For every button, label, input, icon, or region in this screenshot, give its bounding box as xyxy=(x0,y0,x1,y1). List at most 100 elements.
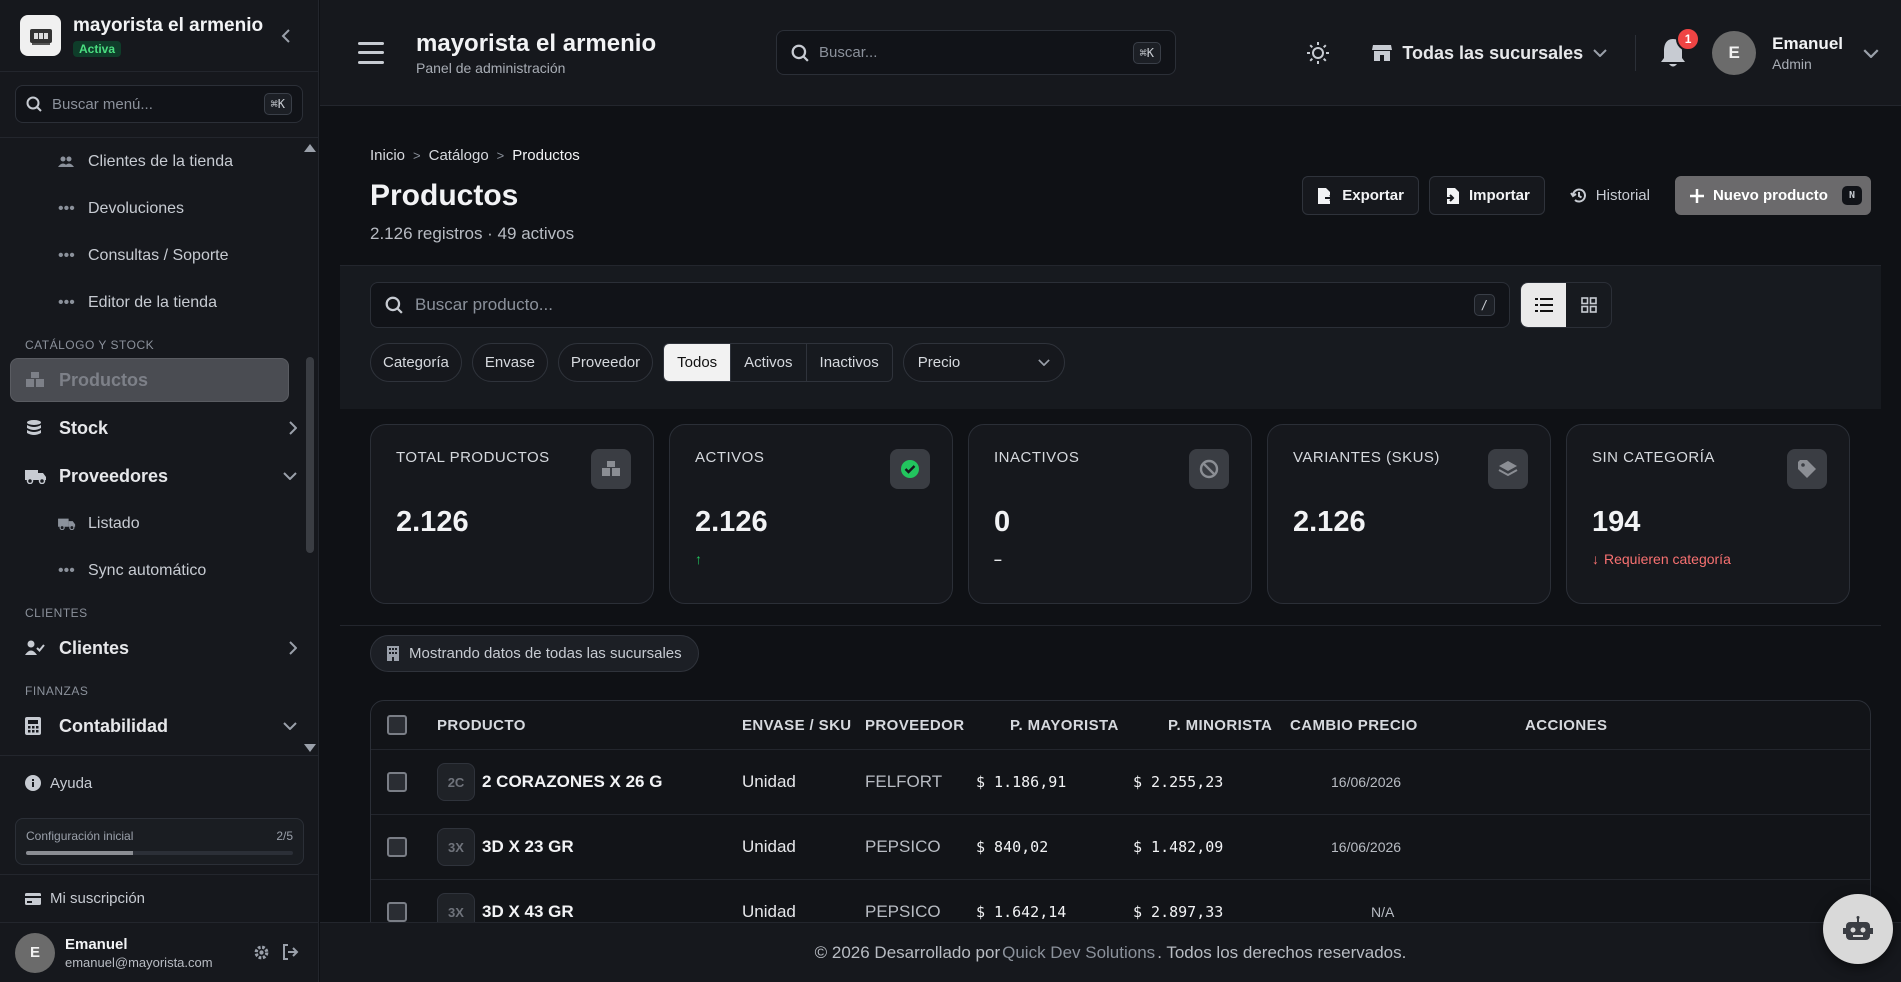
product-supplier: PEPSICO xyxy=(865,902,941,921)
subscription-link[interactable]: Mi suscripción xyxy=(0,874,319,922)
price-select[interactable]: Precio xyxy=(902,343,1065,382)
price-select-label: Precio xyxy=(917,354,961,371)
list-view-icon[interactable] xyxy=(1521,283,1566,327)
filter-chips: Categoría Envase Proveedor Todos Activos… xyxy=(370,343,1065,382)
scroll-up-icon[interactable] xyxy=(304,144,316,152)
supplier-filter[interactable]: Proveedor xyxy=(557,343,654,382)
history-button[interactable]: Historial xyxy=(1555,176,1665,215)
export-button[interactable]: Exportar xyxy=(1302,176,1419,215)
footer-suffix: . Todos los derechos reservados. xyxy=(1157,942,1407,962)
product-name[interactable]: 3D X 43 GR xyxy=(482,902,574,921)
layers-icon xyxy=(1488,449,1528,489)
truck-icon xyxy=(25,468,47,484)
sidebar-item-contabilidad[interactable]: Contabilidad xyxy=(0,702,319,750)
status-active[interactable]: Activos xyxy=(731,344,807,381)
sidebar-item-editor-tienda[interactable]: ••• Editor de la tienda xyxy=(0,279,319,326)
logout-icon[interactable] xyxy=(282,944,299,961)
product-supplier: FELFORT xyxy=(865,772,943,791)
view-toggle xyxy=(1520,282,1612,328)
price-change-date: N/A xyxy=(1371,904,1395,920)
table-row[interactable]: 2C 2 CORAZONES X 26 G Unidad FELFORT $ 1… xyxy=(371,750,1870,815)
stat-label: SIN CATEGORÍA xyxy=(1592,449,1715,466)
product-package: Unidad xyxy=(742,772,796,791)
sidebar-item-devoluciones[interactable]: ••• Devoluciones xyxy=(0,185,319,232)
footer-link[interactable]: Quick Dev Solutions xyxy=(1002,942,1156,962)
sidebar-item-proveedores[interactable]: Proveedores xyxy=(0,452,319,500)
status-inactive[interactable]: Inactivos xyxy=(819,354,879,371)
breadcrumb-catalog[interactable]: Catálogo xyxy=(428,147,489,164)
wholesale-price: $ 1.642,14 xyxy=(976,903,1067,921)
breadcrumb-home[interactable]: Inicio xyxy=(370,147,406,164)
user-menu[interactable]: E Emanuel Admin xyxy=(1712,31,1879,75)
branch-notice-text: Mostrando datos de todas las sucursales xyxy=(409,645,682,662)
col-supplier[interactable]: PROVEEDOR xyxy=(865,716,965,734)
stat-card-inactive: INACTIVOS 0 – xyxy=(968,424,1252,604)
boxes-icon xyxy=(591,449,631,489)
col-retail[interactable]: P. MINORISTA xyxy=(1168,716,1273,734)
row-checkbox[interactable] xyxy=(387,902,407,922)
database-icon xyxy=(25,419,47,437)
row-checkbox[interactable] xyxy=(387,772,407,792)
gear-icon[interactable] xyxy=(253,944,270,961)
retail-price: $ 2.897,33 xyxy=(1133,903,1224,921)
sidebar-item-label: Sync automático xyxy=(88,561,207,579)
product-name[interactable]: 2 CORAZONES X 26 G xyxy=(482,772,663,791)
table-row[interactable]: 3X 3D X 43 GR Unidad PEPSICO $ 1.642,14 … xyxy=(371,880,1870,939)
package-filter[interactable]: Envase xyxy=(471,343,548,382)
robot-icon[interactable] xyxy=(1823,894,1893,964)
help-link[interactable]: Ayuda xyxy=(0,755,319,810)
app-subtitle: Panel de administración xyxy=(416,59,566,76)
new-product-button[interactable]: Nuevo producto N xyxy=(1674,176,1871,215)
wholesale-price: $ 840,02 xyxy=(976,838,1049,856)
import-button[interactable]: Importar xyxy=(1428,176,1545,215)
boxes-icon xyxy=(25,372,47,388)
sidebar-item-label: Devoluciones xyxy=(88,199,185,217)
row-checkbox[interactable] xyxy=(387,837,407,857)
breadcrumb-current: Productos xyxy=(512,147,580,164)
category-filter[interactable]: Categoría xyxy=(370,343,462,382)
col-product[interactable]: PRODUCTO xyxy=(437,716,526,734)
menu-search-shortcut: ⌘K xyxy=(263,93,292,115)
branch-selector[interactable]: Todas las sucursales xyxy=(1372,43,1607,64)
sidebar-item-label: Listado xyxy=(88,514,140,532)
sidebar-item-label: Clientes xyxy=(59,637,130,658)
chevron-left-icon[interactable] xyxy=(274,24,298,48)
product-search-input[interactable]: Buscar producto... / xyxy=(370,282,1510,328)
scrollbar-thumb[interactable] xyxy=(306,357,314,553)
col-wholesale[interactable]: P. MAYORISTA xyxy=(1010,716,1119,734)
scroll-down-icon[interactable] xyxy=(304,744,316,752)
sidebar-item-clientes-tienda[interactable]: Clientes de la tienda xyxy=(0,138,319,185)
stat-trend: – xyxy=(994,551,1002,567)
sidebar-item-listado[interactable]: Listado xyxy=(0,500,319,547)
global-search-input[interactable]: Buscar... ⌘K xyxy=(776,30,1176,75)
stat-card-variants: VARIANTES (SKUS) 2.126 xyxy=(1267,424,1551,604)
sidebar-item-stock[interactable]: Stock xyxy=(0,404,319,452)
sidebar-item-sync[interactable]: ••• Sync automático xyxy=(0,547,319,594)
col-price-change[interactable]: CAMBIO PRECIO xyxy=(1290,716,1418,734)
table-row[interactable]: 3X 3D X 23 GR Unidad PEPSICO $ 840,02 $ … xyxy=(371,815,1870,880)
sun-icon[interactable] xyxy=(1306,41,1330,65)
sidebar-item-label: Productos xyxy=(59,369,149,390)
select-all-checkbox[interactable] xyxy=(387,715,407,735)
product-name[interactable]: 3D X 23 GR xyxy=(482,837,574,856)
sidebar-scrollbar[interactable] xyxy=(304,142,316,754)
grid-view-icon[interactable] xyxy=(1566,283,1611,327)
divider xyxy=(1635,35,1637,71)
check-circle-icon xyxy=(890,449,930,489)
sidebar-item-consultas[interactable]: ••• Consultas / Soporte xyxy=(0,232,319,279)
setup-progress-card[interactable]: Configuración inicial 2/5 xyxy=(15,818,304,865)
price-change-date: 16/06/2026 xyxy=(1331,839,1402,855)
divider xyxy=(340,625,1881,626)
menu-icon[interactable] xyxy=(358,41,384,64)
status-all[interactable]: Todos xyxy=(664,344,732,381)
menu-search-input[interactable]: Buscar menú... ⌘K xyxy=(15,85,303,123)
arrow-down-icon: ↓ xyxy=(1592,551,1599,567)
col-package[interactable]: ENVASE / SKU xyxy=(742,716,852,734)
sidebar-item-productos[interactable]: Productos xyxy=(10,358,289,402)
search-icon xyxy=(385,296,403,314)
user-email: emanuel@mayorista.com xyxy=(65,954,213,970)
bell-icon[interactable]: 1 xyxy=(1658,27,1701,69)
product-search-shortcut: / xyxy=(1473,294,1495,316)
avatar[interactable]: E xyxy=(15,932,55,973)
sidebar-item-clientes[interactable]: Clientes xyxy=(0,624,319,672)
